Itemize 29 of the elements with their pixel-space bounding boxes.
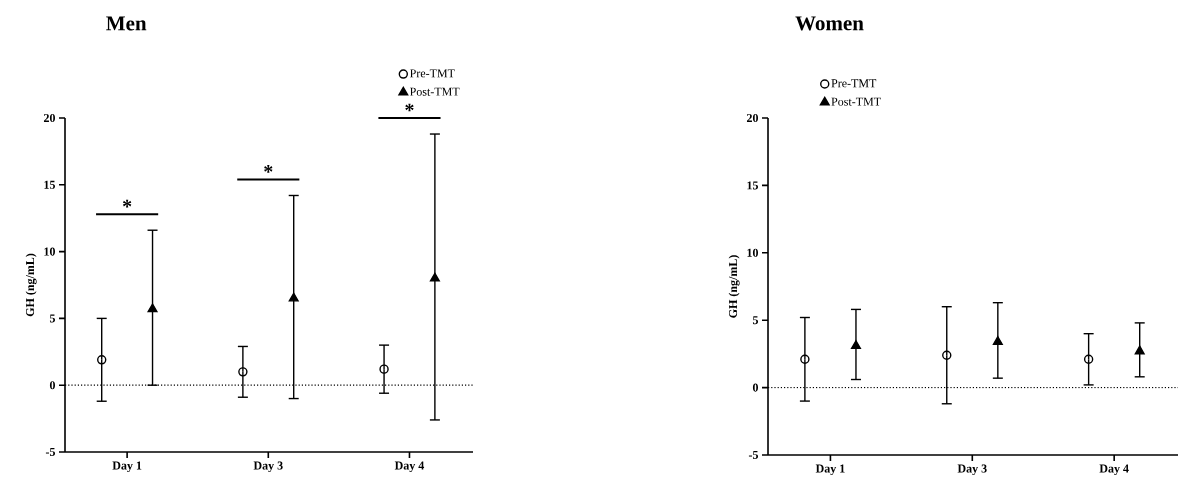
y-tick-label: 20: [746, 113, 759, 123]
y-axis-title: GH (ng/mL): [728, 255, 740, 318]
y-tick-label: 0: [752, 383, 759, 392]
y-tick-label: 15: [44, 180, 56, 189]
y-tick-label: -5: [748, 451, 759, 459]
annotation: *: [264, 165, 273, 173]
y-axis-title: GH (ng/mL): [25, 253, 37, 317]
chart-title: Men: [106, 16, 147, 31]
y-tick-label: 10: [44, 247, 56, 256]
y-tick-label: 5: [752, 316, 759, 325]
annotation: *: [122, 199, 132, 208]
y-tick-label: 15: [747, 181, 759, 190]
legend-label: Post-TMT: [409, 87, 460, 96]
y-tick-label: 20: [43, 113, 56, 123]
legend-label: Pre-TMT: [409, 69, 455, 78]
x-tick-label: Day 4: [394, 461, 425, 473]
y-tick-label: 10: [747, 248, 759, 257]
y-tick-label: 0: [49, 381, 56, 390]
y-tick-label: 5: [49, 314, 56, 323]
x-tick-label: Day 1: [112, 461, 142, 473]
legend-label: Post-TMT: [831, 97, 881, 106]
x-tick-label: Day 3: [253, 461, 283, 473]
y-tick-label: -5: [45, 448, 56, 456]
x-tick-label: Day 1: [815, 464, 845, 476]
chart-title: Women: [795, 16, 864, 31]
text: *: [405, 103, 414, 112]
x-tick-label: Day 4: [1099, 464, 1129, 476]
legend-label: Pre-TMT: [831, 79, 877, 88]
x-tick-label: Day 3: [957, 464, 987, 476]
